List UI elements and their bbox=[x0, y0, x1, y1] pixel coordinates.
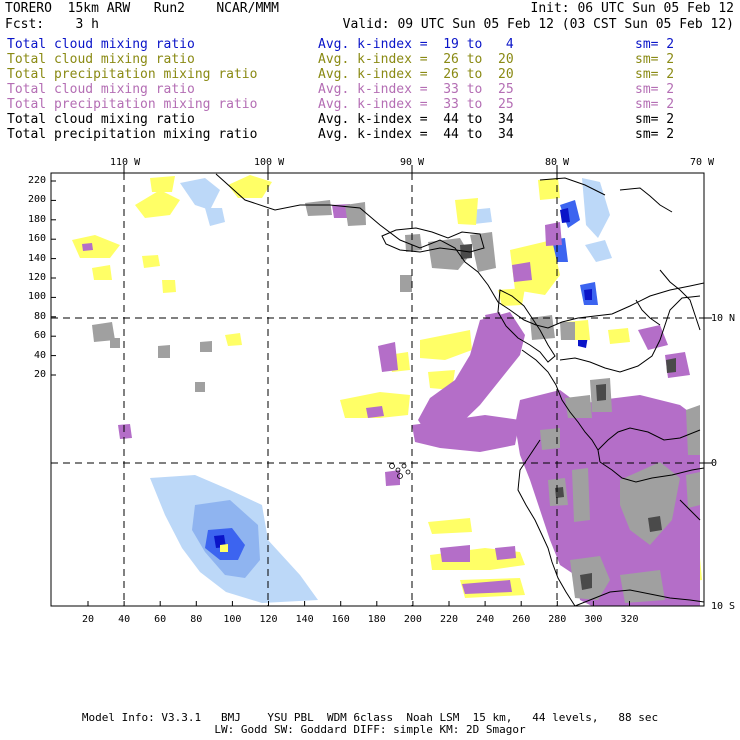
lon-tick-marks bbox=[123, 165, 712, 464]
x-tick-label: 100 bbox=[223, 614, 242, 625]
legend-field-name: Total cloud mixing ratio bbox=[7, 52, 195, 67]
x-tick-label: 240 bbox=[476, 614, 495, 625]
lon-label-80w: 80 W bbox=[545, 157, 570, 168]
legend-row: Total precipitation mixing ratio Avg. k-i… bbox=[7, 127, 732, 142]
y-tick-label: 20 bbox=[33, 369, 46, 380]
x-tick-label: 280 bbox=[548, 614, 567, 625]
legend-field-name: Total precipitation mixing ratio bbox=[7, 97, 258, 112]
init-time: Init: 06 UTC Sun 05 Feb 12 bbox=[530, 1, 735, 16]
y-tick-label: 140 bbox=[27, 252, 46, 264]
x-tick-label: 260 bbox=[512, 614, 531, 625]
legend-smoothing: sm= 2 bbox=[635, 67, 675, 82]
lat-label-10s: 10 S bbox=[711, 601, 736, 612]
x-tick-label: 20 bbox=[81, 614, 95, 625]
x-tick-label: 200 bbox=[403, 614, 422, 625]
y-tick-label: 180 bbox=[27, 213, 46, 225]
x-tick-label: 160 bbox=[331, 614, 350, 625]
lat-label-10n: 10 N bbox=[711, 313, 736, 324]
axis-tick-marks bbox=[51, 180, 630, 606]
legend-k-index-range: Avg. k-index = 33 to 25 bbox=[318, 97, 514, 112]
x-tick-label: 180 bbox=[367, 614, 386, 625]
x-tick-label: 40 bbox=[118, 614, 131, 625]
legend-k-index-range: Avg. k-index = 44 to 34 bbox=[318, 127, 514, 142]
legend-row: Total precipitation mixing ratio Avg. k-i… bbox=[7, 97, 732, 112]
legend-smoothing: sm= 2 bbox=[635, 82, 675, 97]
y-tick-label: 120 bbox=[27, 272, 46, 283]
legend-k-index-range: Avg. k-index = 19 to 4 bbox=[318, 37, 514, 52]
x-tick-label: 140 bbox=[295, 614, 314, 625]
legend-field-name: Total precipitation mixing ratio bbox=[7, 127, 258, 142]
legend-smoothing: sm= 2 bbox=[635, 112, 675, 127]
x-tick-label: 300 bbox=[584, 614, 603, 625]
coastlines bbox=[215, 173, 704, 606]
y-tick-label: 220 bbox=[27, 175, 46, 186]
legend-row: Total cloud mixing ratio Avg. k-index = 2… bbox=[7, 52, 732, 67]
lon-label-100w: 100 W bbox=[254, 157, 285, 168]
legend-k-index-range: Avg. k-index = 26 to 20 bbox=[318, 52, 514, 67]
x-tick-label: 120 bbox=[259, 614, 278, 625]
legend-smoothing: sm= 2 bbox=[635, 127, 675, 142]
x-tick-label: 60 bbox=[154, 614, 167, 625]
y-tick-label: 40 bbox=[33, 349, 46, 361]
valid-time: Valid: 09 UTC Sun 05 Feb 12 (03 CST Sun … bbox=[342, 17, 734, 32]
map-frame bbox=[50, 172, 705, 607]
y-tick-label: 80 bbox=[33, 310, 46, 322]
legend-field-name: Total cloud mixing ratio bbox=[7, 37, 195, 52]
lat-label-0: 0 bbox=[711, 458, 718, 469]
cloud-fields bbox=[72, 175, 702, 606]
legend-row: Total precipitation mixing ratio Avg. k-i… bbox=[7, 67, 732, 82]
lon-label-70w: 70 W bbox=[690, 157, 715, 168]
model-title: TORERO 15km ARW Run2 NCAR/MMM bbox=[5, 1, 279, 16]
lat-lon-grid bbox=[51, 173, 704, 606]
y-tick-label: 200 bbox=[27, 194, 46, 206]
yellow-small-spots bbox=[220, 544, 228, 552]
lon-label-90w: 90 W bbox=[400, 157, 425, 168]
legend-k-index-range: Avg. k-index = 44 to 34 bbox=[318, 112, 514, 127]
y-tick-label: 160 bbox=[27, 233, 46, 245]
legend-field-name: Total cloud mixing ratio bbox=[7, 112, 195, 127]
galapagos-islands bbox=[389, 463, 411, 479]
forecast-hour: Fcst: 3 h bbox=[5, 17, 99, 32]
y-tick-label: 60 bbox=[33, 330, 46, 342]
legend-row: Total cloud mixing ratio Avg. k-index = 3… bbox=[7, 82, 732, 97]
legend-smoothing: sm= 2 bbox=[635, 97, 675, 112]
legend-row: Total cloud mixing ratio Avg. k-index = 4… bbox=[7, 112, 732, 127]
model-info-line: Model Info: V3.3.1 BMJ YSU PBL WDM 6clas… bbox=[81, 711, 659, 724]
legend-k-index-range: Avg. k-index = 33 to 25 bbox=[318, 82, 514, 97]
x-tick-label: 220 bbox=[439, 614, 459, 625]
lon-label-110w: 110 W bbox=[110, 157, 141, 168]
legend-smoothing: sm= 2 bbox=[635, 37, 675, 52]
purple-precip-areas bbox=[82, 204, 700, 606]
x-tick-label: 80 bbox=[190, 614, 203, 625]
legend-field-name: Total cloud mixing ratio bbox=[7, 82, 195, 97]
y-tick-label: 100 bbox=[27, 291, 46, 303]
gray-cloud-areas bbox=[92, 200, 700, 603]
dark-gray-cloud-cores bbox=[460, 244, 676, 590]
physics-info-line: LW: Godd SW: Goddard DIFF: simple KM: 2D… bbox=[214, 723, 526, 736]
legend-row: Total cloud mixing ratio Avg. k-index = 1… bbox=[7, 37, 732, 52]
legend-smoothing: sm= 2 bbox=[635, 52, 675, 67]
legend-field-name: Total precipitation mixing ratio bbox=[7, 67, 258, 82]
x-tick-label: 320 bbox=[620, 614, 639, 625]
legend-k-index-range: Avg. k-index = 26 to 20 bbox=[318, 67, 514, 82]
